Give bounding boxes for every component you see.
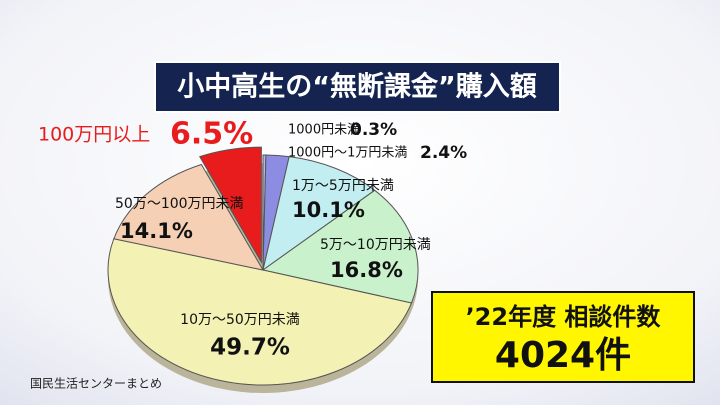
pie-slice xyxy=(261,189,419,304)
slice-category: 1000円～1万円未満 xyxy=(288,146,407,161)
pie xyxy=(107,146,419,386)
slice-value: 49.7% xyxy=(210,335,290,361)
chart-title: 小中高生の“無断課金”購入額 xyxy=(177,71,537,103)
pie-slice xyxy=(107,238,413,386)
slice-value: 0.3% xyxy=(350,120,397,140)
callout-value: 4024件 xyxy=(495,335,631,376)
slice-value: 14.1% xyxy=(120,219,193,243)
callout-box xyxy=(431,291,695,383)
slice-category: 1万～5万円未満 xyxy=(292,178,394,194)
callout-label: ’22年度 相談件数 xyxy=(466,303,662,331)
pie-slice xyxy=(199,146,262,265)
slice-category: 1000円未満 xyxy=(288,123,360,138)
slice-value: 10.1% xyxy=(292,198,365,222)
slice-category: 5万～10万円未満 xyxy=(320,237,431,253)
pie-slice xyxy=(262,156,376,272)
pie-slice xyxy=(113,163,264,271)
source: 国民生活センターまとめ xyxy=(30,377,162,391)
slice-value: 16.8% xyxy=(330,258,403,282)
slice-category: 50万～100万円未満 xyxy=(115,196,244,212)
title-box xyxy=(154,61,561,113)
slice-value: 2.4% xyxy=(420,143,467,163)
slice-value: 6.5% xyxy=(170,117,253,152)
slice-category: 100万円以上 xyxy=(38,124,150,146)
slice-category: 10万～50万円未満 xyxy=(180,312,300,328)
